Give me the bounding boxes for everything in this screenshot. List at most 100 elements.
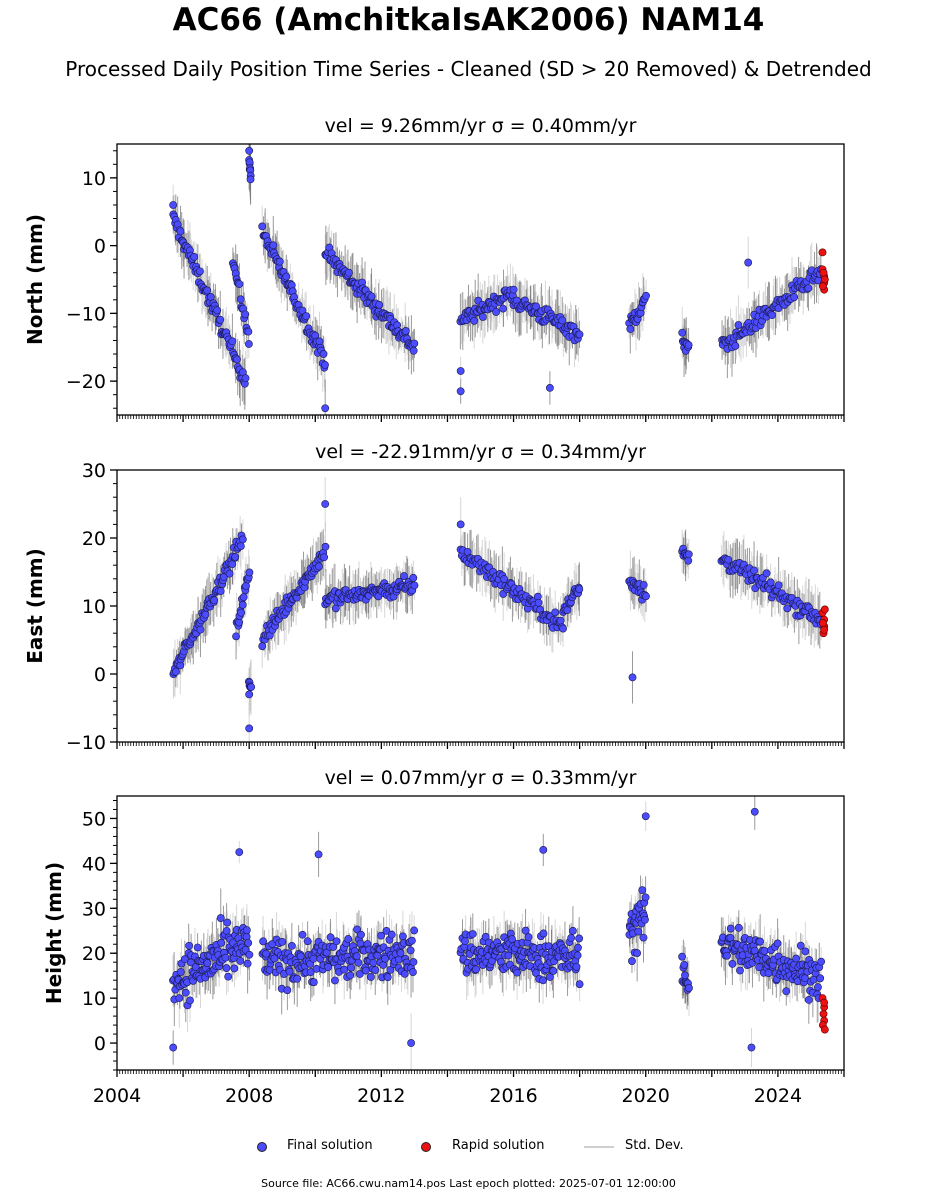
final-point xyxy=(478,313,487,321)
final-point xyxy=(634,927,643,936)
final-point xyxy=(169,201,178,209)
final-point xyxy=(409,958,418,966)
final-point xyxy=(259,937,268,946)
final-point xyxy=(344,935,353,943)
final-point xyxy=(283,986,292,995)
final-point xyxy=(314,850,323,859)
final-point xyxy=(245,724,254,733)
panel-title: vel = 9.26mm/yr σ = 0.40mm/yr xyxy=(325,115,637,137)
final-point xyxy=(762,569,771,578)
final-point xyxy=(724,555,733,564)
final-point xyxy=(262,949,271,958)
final-point xyxy=(513,968,521,977)
final-point xyxy=(321,542,330,551)
final-point xyxy=(190,252,199,261)
final-point xyxy=(176,968,185,976)
final-point xyxy=(521,926,530,935)
final-point xyxy=(760,946,769,955)
final-point xyxy=(275,257,284,266)
final-point xyxy=(321,360,329,369)
chart-subtitle: Processed Daily Position Time Series - C… xyxy=(65,57,872,81)
final-point xyxy=(230,964,239,973)
final-point xyxy=(355,970,364,978)
final-point xyxy=(680,960,689,969)
final-point xyxy=(225,569,234,578)
final-point xyxy=(678,328,687,337)
final-point xyxy=(461,937,469,946)
final-point xyxy=(331,976,339,985)
final-point xyxy=(193,943,202,952)
final-point xyxy=(468,930,477,938)
final-point xyxy=(734,923,743,932)
final-point xyxy=(324,963,333,971)
final-point xyxy=(628,957,636,965)
final-point xyxy=(303,937,312,946)
final-point xyxy=(509,285,518,294)
final-point xyxy=(326,933,335,942)
final-point xyxy=(319,350,328,358)
final-point xyxy=(367,292,376,301)
rapid-point xyxy=(820,625,829,634)
final-point xyxy=(213,306,222,315)
final-point xyxy=(750,807,759,816)
y-axis-label: Height (mm) xyxy=(42,862,66,1004)
final-point xyxy=(684,550,693,559)
rapid-point xyxy=(818,619,827,627)
final-point xyxy=(258,642,267,651)
final-point xyxy=(195,267,204,276)
final-point xyxy=(223,918,232,927)
final-point xyxy=(641,812,650,821)
y-tick-label: 0 xyxy=(94,664,106,686)
final-point xyxy=(410,339,419,348)
final-point xyxy=(736,966,744,975)
final-point xyxy=(222,926,231,935)
chart-title: AC66 (AmchitkaIsAK2006) NAM14 xyxy=(172,2,765,38)
final-point xyxy=(681,971,689,980)
x-tick-label: 2004 xyxy=(93,1085,141,1107)
final-point xyxy=(456,387,465,396)
final-point xyxy=(285,967,294,976)
final-point xyxy=(684,341,693,349)
final-point xyxy=(499,304,507,313)
final-point xyxy=(783,604,792,613)
final-point xyxy=(180,955,189,964)
final-point xyxy=(804,995,813,1004)
rapid-point xyxy=(820,998,829,1007)
final-point xyxy=(472,965,481,974)
final-point xyxy=(539,846,548,854)
plot-frame xyxy=(116,143,845,416)
y-tick-label: 0 xyxy=(94,236,106,258)
final-point xyxy=(563,606,572,615)
final-point xyxy=(224,972,233,981)
final-point xyxy=(270,954,279,963)
final-point xyxy=(396,949,405,957)
final-point xyxy=(381,954,390,963)
final-point xyxy=(176,227,185,236)
final-point xyxy=(296,952,305,961)
final-point xyxy=(575,980,584,989)
y-tick-label: 20 xyxy=(82,528,106,550)
x-tick-label: 2012 xyxy=(357,1085,405,1107)
final-point xyxy=(377,931,386,940)
final-point xyxy=(239,593,248,601)
final-point xyxy=(235,618,243,627)
final-point xyxy=(470,316,479,325)
y-tick-label: 10 xyxy=(82,168,106,190)
final-point xyxy=(237,542,245,550)
y-tick-label: 20 xyxy=(82,943,106,965)
final-point xyxy=(169,1043,178,1052)
final-point xyxy=(244,340,253,348)
final-point xyxy=(575,585,584,594)
panel-title: vel = 0.07mm/yr σ = 0.33mm/yr xyxy=(325,767,637,789)
final-point xyxy=(216,315,225,324)
final-point xyxy=(796,941,805,950)
final-point xyxy=(387,930,396,939)
std-dev-line-swatch xyxy=(584,1146,614,1148)
x-tick-label: 2024 xyxy=(754,1085,802,1107)
rapid-solution-marker xyxy=(421,1142,431,1152)
final-point xyxy=(196,625,205,634)
final-point xyxy=(244,938,253,947)
final-point xyxy=(532,969,540,977)
y-tick-label: 10 xyxy=(82,988,106,1010)
